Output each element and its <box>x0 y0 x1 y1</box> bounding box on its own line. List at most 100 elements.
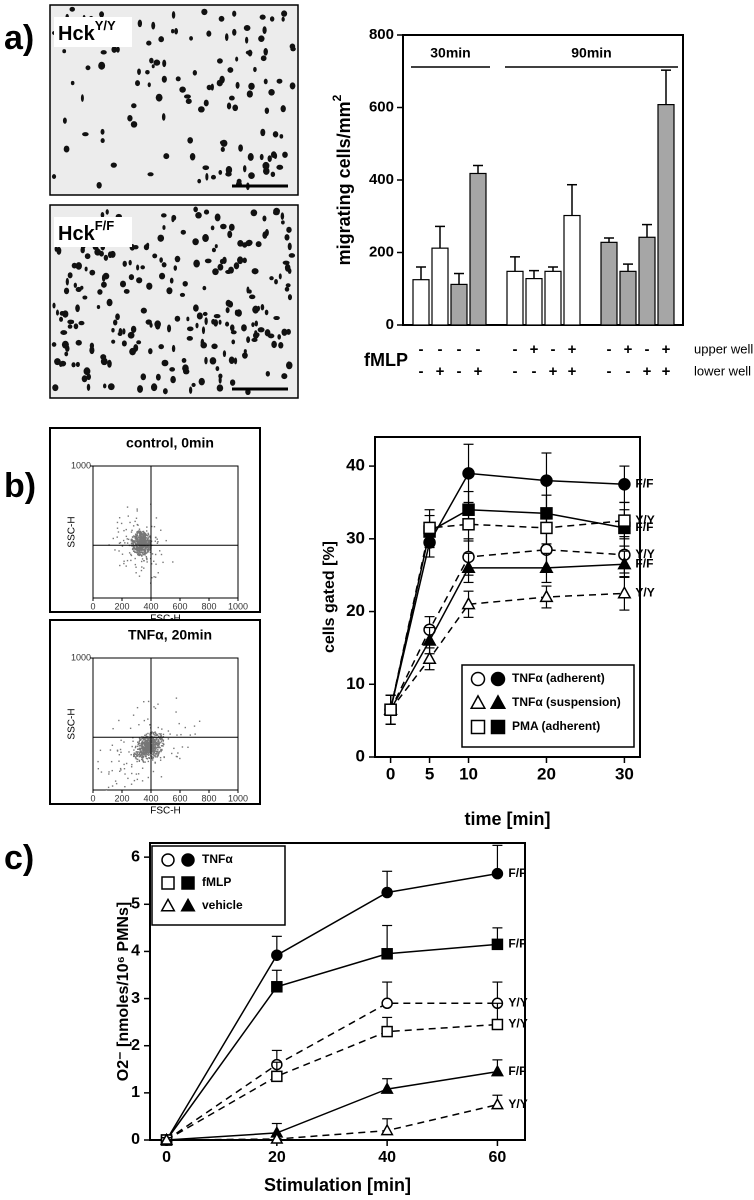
event-dot <box>149 539 151 542</box>
cell <box>75 262 82 270</box>
upper-well-sign: - <box>419 341 424 358</box>
event-dot <box>118 517 121 519</box>
event-dot <box>126 538 128 540</box>
event-dot <box>135 536 138 539</box>
event-dot <box>158 735 160 738</box>
event-dot <box>160 776 163 778</box>
event-dot <box>135 534 138 536</box>
event-dot <box>137 540 139 543</box>
cell <box>147 82 151 88</box>
event-dot <box>118 760 120 762</box>
event-dot <box>184 726 187 729</box>
series-line <box>166 1023 498 1141</box>
event-dot <box>119 748 122 751</box>
event-dot <box>143 546 146 548</box>
event-dot <box>157 540 159 543</box>
cell <box>155 373 161 381</box>
event-dot <box>147 743 149 746</box>
cell <box>59 360 67 367</box>
event-dot <box>158 743 160 745</box>
event-dot <box>143 533 146 535</box>
event-dot <box>141 533 144 536</box>
cell <box>140 265 145 270</box>
event-dot <box>134 757 137 759</box>
cell <box>128 259 132 266</box>
cell <box>65 277 69 286</box>
cell <box>75 339 82 346</box>
event-dot <box>141 759 144 761</box>
cell <box>246 90 253 98</box>
event-dot <box>112 727 114 730</box>
event-dot <box>144 548 146 550</box>
cell <box>171 29 175 34</box>
event-dot <box>144 750 147 752</box>
cell <box>188 386 193 394</box>
event-dot <box>144 737 147 739</box>
cell <box>100 354 107 360</box>
event-dot <box>130 554 133 557</box>
cell <box>219 140 226 145</box>
event-dot <box>146 558 148 561</box>
event-dot <box>125 762 128 765</box>
bar <box>638 236 656 326</box>
event-dot <box>176 734 178 736</box>
event-dot <box>123 741 125 743</box>
event-dot <box>140 548 142 550</box>
cell <box>281 16 285 22</box>
event-dot <box>145 542 147 544</box>
event-dot <box>142 737 145 739</box>
event-dot <box>143 744 145 746</box>
event-dot <box>132 535 135 537</box>
cell <box>245 36 249 44</box>
event-dot <box>119 541 122 544</box>
event-dot <box>142 536 144 539</box>
event-dot <box>135 535 138 537</box>
treatment-label: fMLP <box>364 350 408 370</box>
marker <box>180 897 196 912</box>
event-dot <box>119 767 122 770</box>
cell <box>78 320 85 326</box>
event-dot <box>151 752 153 754</box>
event-dot <box>138 528 141 530</box>
event-dot <box>137 754 139 757</box>
x-tick-label: 60 <box>489 1149 507 1166</box>
lower-well-sign: - <box>457 363 462 380</box>
event-dot <box>130 553 132 556</box>
cell <box>238 144 243 152</box>
cell <box>101 281 107 288</box>
event-dot <box>133 547 136 550</box>
event-dot <box>142 534 145 536</box>
cell <box>169 277 174 284</box>
event-dot <box>146 537 148 539</box>
event-dot <box>123 763 125 766</box>
event-dot <box>133 749 135 751</box>
event-dot <box>118 550 120 552</box>
event-dot <box>118 719 120 722</box>
cell <box>286 328 291 335</box>
micrograph: HckY/Y <box>49 4 299 196</box>
event-dot <box>143 746 145 748</box>
cell <box>179 86 186 93</box>
event-dot <box>154 540 157 542</box>
event-dot <box>147 542 149 545</box>
cell <box>189 153 196 161</box>
legend-label: TNFα (suspension) <box>512 695 621 709</box>
event-dot <box>137 530 140 532</box>
cell <box>219 75 225 84</box>
event-dot <box>143 539 145 541</box>
cell <box>201 326 206 335</box>
y-tick-label: 4 <box>131 943 140 960</box>
cell <box>80 285 84 290</box>
event-dot <box>163 756 165 759</box>
event-dot <box>130 531 133 533</box>
event-dot <box>142 742 144 744</box>
cell <box>113 319 118 326</box>
event-dot <box>152 770 155 773</box>
event-dot <box>152 750 155 753</box>
event-dot <box>169 733 171 735</box>
event-dot <box>152 733 155 735</box>
series-line <box>165 872 498 1141</box>
event-dot <box>130 783 133 785</box>
event-dot <box>140 551 143 554</box>
cell <box>248 82 255 90</box>
